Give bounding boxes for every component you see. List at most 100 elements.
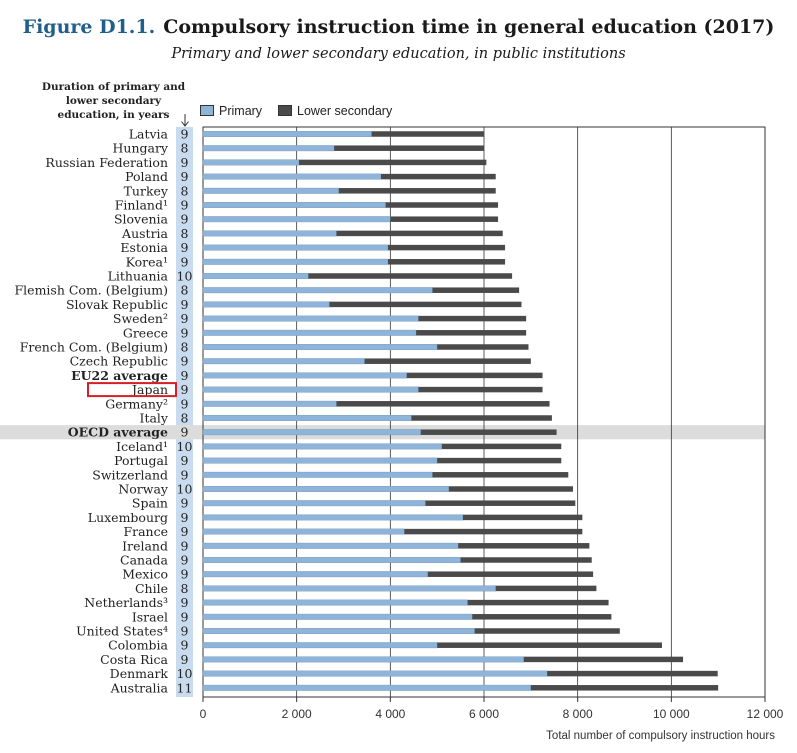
- x-tick-label: 0: [200, 707, 207, 721]
- bar-lower-secondary: [371, 131, 484, 137]
- bar-lower-secondary: [523, 656, 684, 663]
- category-label: Italy: [140, 411, 169, 426]
- bar-primary: [202, 230, 337, 237]
- bar-lower-secondary: [299, 159, 487, 166]
- duration-value: 9: [181, 538, 189, 553]
- duration-value: 8: [181, 411, 189, 426]
- bar-lower-secondary: [432, 287, 520, 293]
- category-label: Finland¹: [115, 198, 168, 213]
- bar-primary: [202, 344, 438, 350]
- bar-primary: [202, 315, 419, 322]
- bar-lower-secondary: [462, 514, 583, 521]
- x-tick-label: 4 000: [375, 707, 405, 721]
- bar-lower-secondary: [460, 557, 592, 563]
- bar-primary: [202, 358, 365, 365]
- bar-primary: [202, 173, 382, 180]
- category-label: Sweden²: [113, 311, 168, 326]
- bar-primary: [202, 571, 429, 578]
- x-tick-label: 6 000: [469, 707, 499, 721]
- category-label: Poland: [125, 169, 168, 184]
- bar-lower-secondary: [418, 386, 543, 393]
- duration-value: 9: [181, 240, 189, 255]
- bar-lower-secondary: [380, 173, 496, 180]
- legend-label-lower-secondary: Lower secondary: [297, 104, 393, 118]
- bar-primary: [202, 443, 443, 450]
- category-label: Costa Rica: [100, 652, 168, 667]
- legend-swatch-primary: [200, 105, 214, 117]
- duration-value: 9: [181, 382, 189, 397]
- bar-primary: [202, 557, 461, 563]
- bar-lower-secondary: [338, 188, 496, 194]
- category-label: EU22 average: [71, 368, 168, 383]
- duration-value: 9: [181, 595, 189, 610]
- duration-value: 9: [181, 510, 189, 525]
- category-label: Mexico: [122, 567, 168, 582]
- bar-primary: [202, 628, 475, 634]
- bar-lower-secondary: [437, 457, 562, 464]
- bar-lower-secondary: [336, 230, 503, 237]
- bar-lower-secondary: [427, 571, 594, 577]
- bar-lower-secondary: [334, 145, 484, 151]
- bar-lower-secondary: [441, 443, 562, 450]
- category-label: Turkey: [124, 183, 169, 198]
- duration-value: 11: [177, 680, 193, 695]
- category-label: Austria: [121, 226, 168, 241]
- legend-item-lower-secondary: Lower secondary: [278, 104, 392, 118]
- duration-value: 9: [181, 638, 189, 653]
- bar-primary: [202, 145, 335, 152]
- duration-value: 9: [181, 609, 189, 624]
- bar-lower-secondary: [437, 642, 662, 648]
- bar-primary: [202, 613, 473, 620]
- duration-value: 9: [181, 467, 189, 482]
- category-label: Norway: [118, 482, 169, 497]
- bar-primary: [202, 599, 468, 606]
- duration-value: 9: [181, 311, 189, 326]
- category-label: Flemish Com. (Belgium): [15, 283, 169, 298]
- duration-value: 9: [181, 652, 189, 667]
- japan-highlight-box: [87, 382, 177, 398]
- x-tick-label: 12 000: [747, 707, 784, 721]
- duration-column-header: Duration of primary and lower secondary …: [41, 81, 186, 121]
- figure-number: Figure D1.1.: [22, 16, 156, 38]
- bar-lower-secondary: [411, 415, 552, 421]
- category-label: Canada: [120, 553, 169, 568]
- duration-value: 9: [181, 127, 189, 142]
- duration-value: 8: [181, 141, 189, 156]
- duration-value: 9: [181, 624, 189, 639]
- figure-subtitle: Primary and lower secondary education, i…: [171, 46, 626, 62]
- bar-primary: [202, 457, 438, 464]
- duration-value: 8: [181, 581, 189, 596]
- x-tick-label: 8 000: [563, 707, 593, 721]
- x-tick-label: 10 000: [653, 707, 690, 721]
- category-label: Germany²: [105, 396, 168, 411]
- duration-value: 8: [181, 226, 189, 241]
- bar-lower-secondary: [432, 472, 569, 478]
- duration-value: 8: [181, 340, 189, 355]
- duration-value: 8: [181, 283, 189, 298]
- duration-value: 9: [181, 453, 189, 468]
- bar-primary: [202, 429, 421, 436]
- category-label: Iceland¹: [116, 439, 168, 454]
- bar-primary: [202, 471, 433, 478]
- bar-lower-secondary: [390, 216, 499, 222]
- category-label: Netherlands³: [84, 595, 168, 610]
- duration-value: 9: [181, 524, 189, 539]
- duration-value: 9: [181, 553, 189, 568]
- bar-lower-secondary: [467, 599, 609, 606]
- duration-value: 9: [181, 567, 189, 582]
- duration-value: 9: [181, 254, 189, 269]
- category-label: Czech Republic: [70, 354, 168, 369]
- bar-primary: [202, 202, 386, 208]
- legend-swatch-lower-secondary: [278, 105, 292, 117]
- category-label: Australia: [110, 680, 169, 695]
- category-label: Colombia: [108, 638, 168, 653]
- bar-lower-secondary: [387, 244, 506, 251]
- duration-value: 9: [181, 212, 189, 227]
- category-label: Israel: [132, 609, 168, 624]
- duration-value: 9: [181, 496, 189, 511]
- bar-primary: [202, 287, 433, 294]
- bar-primary: [202, 273, 309, 279]
- category-label: Estonia: [120, 240, 168, 255]
- bar-lower-secondary: [385, 202, 499, 208]
- category-label: Spain: [132, 496, 168, 511]
